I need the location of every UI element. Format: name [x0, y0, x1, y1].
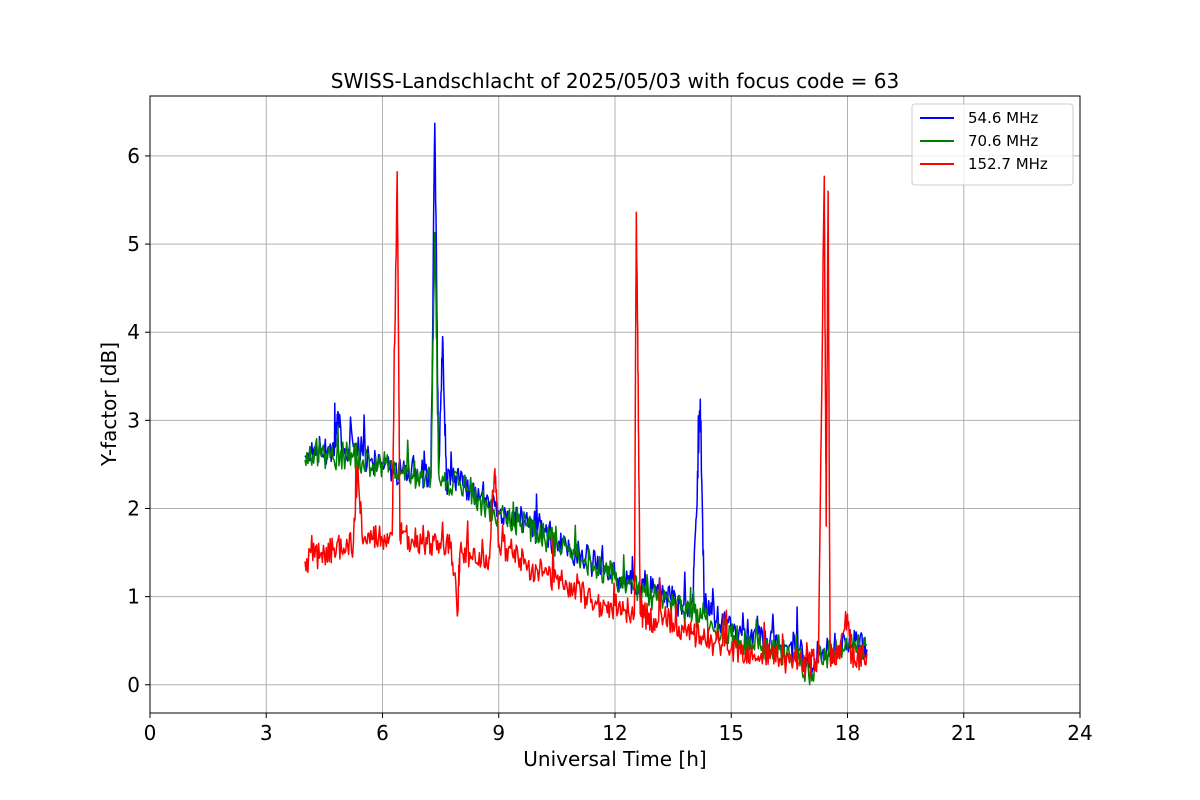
y-tick-label: 1	[127, 585, 140, 609]
y-tick-label: 6	[127, 144, 140, 168]
series-lines	[304, 122, 868, 686]
x-tick-label: 24	[1067, 721, 1092, 745]
y-tick-label: 3	[127, 408, 140, 432]
x-tick-label: 9	[492, 721, 505, 745]
x-axis-label: Universal Time [h]	[523, 747, 706, 771]
legend-label: 54.6 MHz	[968, 109, 1038, 127]
chart-title: SWISS-Landschlacht of 2025/05/03 with fo…	[331, 69, 899, 93]
x-tick-label: 21	[951, 721, 976, 745]
y-tick-label: 0	[127, 673, 140, 697]
x-tick-label: 0	[144, 721, 157, 745]
legend: 54.6 MHz 70.6 MHz 152.7 MHz	[911, 103, 1074, 186]
legend-label: 152.7 MHz	[968, 155, 1048, 173]
x-tick-label: 15	[719, 721, 744, 745]
x-tick-label: 3	[260, 721, 273, 745]
x-tick-label: 6	[376, 721, 389, 745]
x-tick-label: 18	[835, 721, 860, 745]
legend-label: 70.6 MHz	[968, 132, 1038, 150]
y-tick-label: 5	[127, 232, 140, 256]
series-line	[304, 171, 868, 677]
y-tick-label: 4	[127, 320, 140, 344]
y-axis-label: Y-factor [dB]	[97, 342, 121, 467]
x-tick-label: 12	[602, 721, 627, 745]
y-tick-label: 2	[127, 497, 140, 521]
